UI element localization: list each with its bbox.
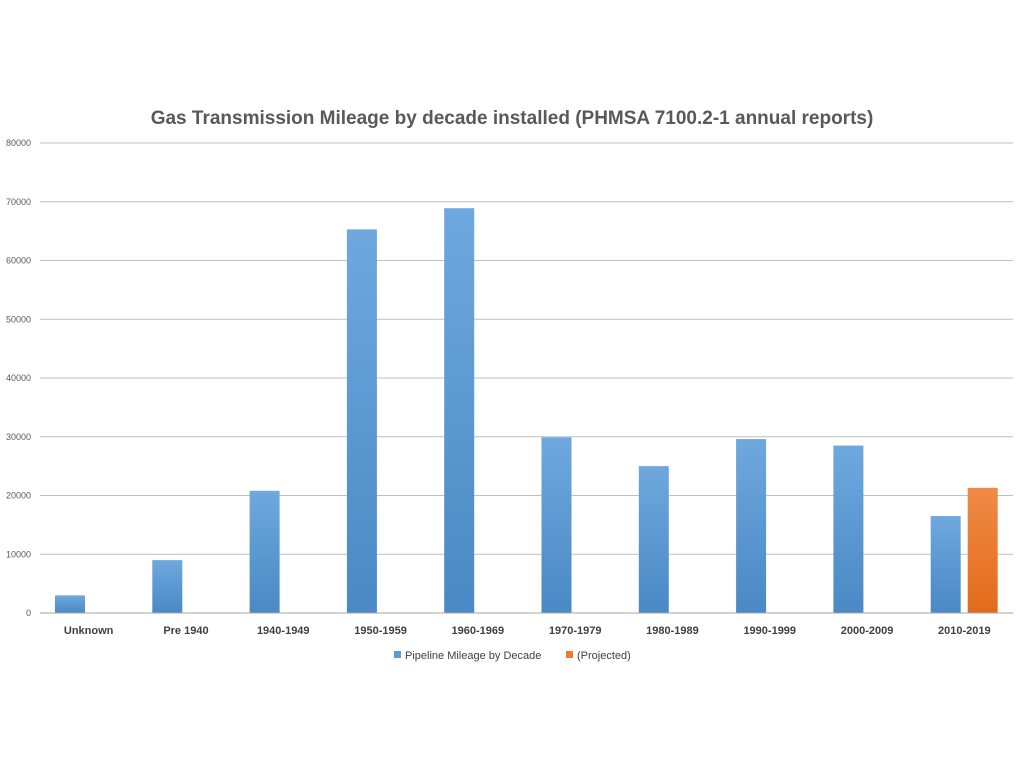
y-tick-label: 30000 [6, 432, 31, 442]
x-axis-ticks: Unknown Pre 1940 1940-1949 1950-1959 1960-19… [64, 625, 991, 637]
y-tick-label: 10000 [6, 549, 31, 559]
x-tick-label: Unknown [64, 625, 114, 637]
y-tick-label: 40000 [6, 373, 31, 383]
bars [55, 208, 998, 614]
x-tick-label: 1950-1959 [354, 625, 407, 637]
x-tick-label: 2010-2019 [938, 625, 991, 637]
y-tick-label: 0 [26, 608, 31, 618]
y-tick-label: 60000 [6, 256, 31, 266]
x-tick-label: 1990-1999 [743, 625, 796, 637]
bar-pipeline-mileage [930, 516, 961, 613]
gridlines [40, 142, 1013, 555]
bar-pipeline-mileage [638, 466, 669, 613]
x-tick-label: 1970-1979 [549, 625, 602, 637]
bar-pipeline-mileage [736, 439, 767, 613]
bar-pipeline-mileage [55, 595, 85, 613]
y-tick-label: 20000 [6, 491, 31, 501]
bar-projected [967, 487, 998, 613]
bar-pipeline-mileage [346, 229, 377, 614]
chart-title: Gas Transmission Mileage by decade insta… [151, 108, 874, 129]
bar-pipeline-mileage [152, 560, 183, 613]
y-tick-label: 50000 [6, 314, 31, 324]
bar-pipeline-mileage [833, 445, 864, 613]
bar-pipeline-mileage [444, 208, 475, 613]
x-tick-label: 1980-1989 [646, 625, 699, 637]
bar-pipeline-mileage [541, 437, 572, 613]
bar-pipeline-mileage [249, 490, 280, 613]
x-tick-label: 1960-1969 [452, 625, 505, 637]
legend-swatch-pipeline-mileage [394, 651, 401, 658]
y-tick-label: 80000 [6, 138, 31, 148]
legend-label-pipeline-mileage: Pipeline Mileage by Decade [405, 650, 541, 662]
legend-swatch-projected [566, 651, 573, 658]
x-tick-label: 1940-1949 [257, 625, 310, 637]
legend: Pipeline Mileage by Decade (Projected) [394, 650, 631, 662]
x-tick-label: 2000-2009 [841, 625, 894, 637]
y-axis-ticks: 80000 70000 60000 50000 40000 30000 20000 10000… [6, 138, 31, 618]
x-tick-label: Pre 1940 [163, 625, 208, 637]
legend-label-projected: (Projected) [577, 650, 631, 662]
y-tick-label: 70000 [6, 197, 31, 207]
